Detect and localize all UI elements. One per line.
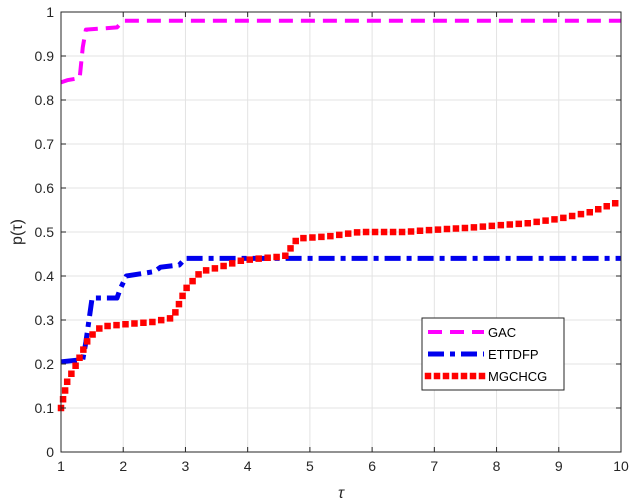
series-line-mgchcg xyxy=(57,197,626,412)
x-tick-label: 5 xyxy=(306,458,314,474)
x-axis-label: τ xyxy=(338,485,345,502)
legend: GAC ETTDFP MGCHCG xyxy=(421,317,565,391)
y-tick-label: 0.9 xyxy=(35,48,55,64)
y-tick-label: 0.8 xyxy=(35,92,55,108)
x-tick-label: 3 xyxy=(182,458,190,474)
legend-label-mgchcg: MGCHCG xyxy=(488,369,547,384)
y-tick-label: 0.6 xyxy=(35,180,55,196)
series-line-ettdfp xyxy=(60,255,621,365)
y-tick-label: 0.3 xyxy=(35,312,55,328)
x-tick-label: 7 xyxy=(430,458,438,474)
y-tick-label: 0.5 xyxy=(35,224,55,240)
y-axis-label: p(τ) xyxy=(9,219,26,245)
x-tick-label: 1 xyxy=(57,458,65,474)
y-tick-label: 0.7 xyxy=(35,136,55,152)
y-tick-label: 0.1 xyxy=(35,400,55,416)
x-tick-label: 2 xyxy=(119,458,127,474)
x-tick-label: 6 xyxy=(368,458,376,474)
x-tick-label: 4 xyxy=(244,458,252,474)
x-tick-label: 9 xyxy=(555,458,563,474)
y-tick-label: 1 xyxy=(46,4,54,20)
legend-label-ettdfp: ETTDFP xyxy=(488,347,539,362)
ticks: 1 2 3 4 5 6 7 8 9 10 0 0.1 0.2 0.3 0.4 0.5 0.6 0.7 0.8 0.9 1 xyxy=(35,4,629,474)
y-tick-label: 0.2 xyxy=(35,356,55,372)
series-layer xyxy=(57,18,626,412)
legend-label-gac: GAC xyxy=(488,325,516,340)
y-tick-label: 0 xyxy=(46,444,54,460)
x-tick-label: 8 xyxy=(493,458,501,474)
series-line-gac xyxy=(60,18,621,85)
x-tick-label: 10 xyxy=(613,458,629,474)
y-tick-label: 0.4 xyxy=(35,268,55,284)
